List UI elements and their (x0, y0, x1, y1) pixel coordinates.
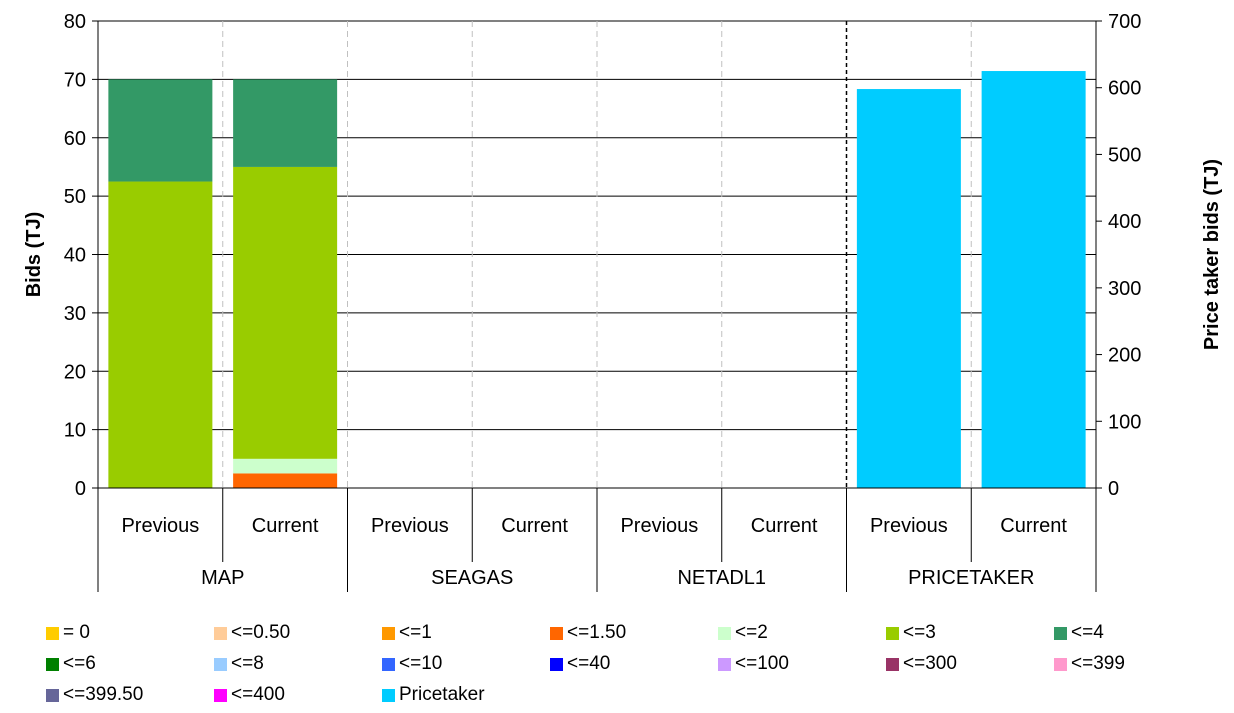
bar-category-label: Previous (121, 515, 199, 537)
right-tick-label: 0 (1108, 478, 1119, 500)
legend-swatch (1054, 626, 1067, 640)
legend-item: <=399.50 (46, 684, 143, 706)
bar-category-label: Previous (371, 515, 449, 537)
group-category-label: PRICETAKER (908, 567, 1034, 589)
legend-item: <=8 (214, 653, 264, 675)
right-tick-label: 200 (1108, 345, 1141, 367)
legend-swatch (886, 657, 899, 671)
legend-swatch (214, 688, 227, 702)
legend-label: <=300 (903, 653, 957, 674)
legend-swatch (1054, 657, 1067, 671)
legend-item: = 0 (46, 622, 90, 644)
legend-item: <=4 (1054, 622, 1104, 644)
legend-item: <=6 (46, 653, 96, 675)
bar-category-label: Current (501, 515, 568, 537)
right-tick-label: 700 (1108, 11, 1141, 33)
legend-item: <=100 (718, 653, 789, 675)
legend-swatch (382, 657, 395, 671)
left-tick-label: 20 (64, 361, 86, 383)
right-tick-label: 100 (1108, 411, 1141, 433)
legend-label: <=399 (1071, 653, 1125, 674)
legend-label: <=400 (231, 684, 285, 705)
legend-swatch (214, 657, 227, 671)
left-tick-label: 40 (64, 245, 86, 267)
legend-swatch (550, 657, 563, 671)
legend-label: Pricetaker (399, 684, 485, 705)
legend-item: <=40 (550, 653, 610, 675)
legend-swatch (718, 626, 731, 640)
bar-segment (233, 79, 338, 167)
bar-segment (233, 166, 338, 459)
group-category-label: MAP (201, 567, 244, 589)
legend-label: <=399.50 (63, 684, 144, 705)
legend-label: <=10 (399, 653, 443, 674)
y-axis-right-title: Price taker bids (TJ) (1201, 159, 1223, 350)
legend-label: <=4 (1071, 622, 1104, 643)
left-tick-label: 10 (64, 420, 86, 442)
legend-label: <=2 (735, 622, 768, 643)
legend-label: <=100 (735, 653, 789, 674)
bar-category-label: Previous (870, 515, 948, 537)
legend-swatch (382, 688, 395, 702)
bar-segment (981, 71, 1086, 489)
legend-swatch (550, 626, 563, 640)
legend-item: <=300 (886, 653, 957, 675)
left-tick-label: 30 (64, 303, 86, 325)
right-tick-label: 300 (1108, 278, 1141, 300)
bar-segment (108, 79, 213, 182)
legend-item: <=399 (1054, 653, 1125, 675)
right-tick-label: 400 (1108, 211, 1141, 233)
left-tick-label: 50 (64, 186, 86, 208)
legend-swatch (46, 657, 59, 671)
bar-segment (108, 181, 213, 488)
legend-item: <=1 (382, 622, 432, 644)
bar-category-label: Current (1000, 515, 1067, 537)
group-category-label: SEAGAS (431, 567, 513, 589)
left-tick-label: 60 (64, 128, 86, 150)
left-tick-label: 0 (75, 478, 86, 500)
legend-label: <=6 (63, 653, 96, 674)
legend-item: <=1.50 (550, 622, 626, 644)
legend-label: <=3 (903, 622, 936, 643)
legend-label: <=8 (231, 653, 264, 674)
bar-category-label: Current (252, 515, 319, 537)
legend-item: <=10 (382, 653, 442, 675)
right-tick-label: 600 (1108, 78, 1141, 100)
legend-swatch (46, 688, 59, 702)
legend-item: Pricetaker (382, 684, 485, 706)
legend-label: <=1 (399, 622, 432, 643)
stacked-bar-chart: 0 10 20 30 40 50 60 70 80 0 100 200 300 400 500 600 700 B… (23, 11, 1223, 592)
bar-category-label: Previous (620, 515, 698, 537)
legend-item: <=0.50 (214, 622, 290, 644)
legend-swatch (46, 626, 59, 640)
legend-label: <=0.50 (231, 622, 291, 643)
legend-item: <=3 (886, 622, 936, 644)
legend-swatch (886, 626, 899, 640)
group-category-label: NETADL1 (677, 567, 766, 589)
right-tick-label: 500 (1108, 144, 1141, 166)
bar-segment (233, 458, 338, 474)
bar-segment (856, 89, 961, 488)
legend-label: <=1.50 (567, 622, 627, 643)
legend-item: <=400 (214, 684, 285, 706)
left-tick-label: 80 (64, 11, 86, 33)
bar-category-label: Current (751, 515, 818, 537)
y-axis-left-title: Bids (TJ) (23, 212, 45, 298)
legend-label: = 0 (63, 622, 90, 643)
legend-swatch (382, 626, 395, 640)
legend-swatch (214, 626, 227, 640)
left-tick-label: 70 (64, 69, 86, 91)
bar-segment (233, 473, 338, 488)
legend-swatch (718, 657, 731, 671)
legend-label: <=40 (567, 653, 611, 674)
legend-item: <=2 (718, 622, 768, 644)
